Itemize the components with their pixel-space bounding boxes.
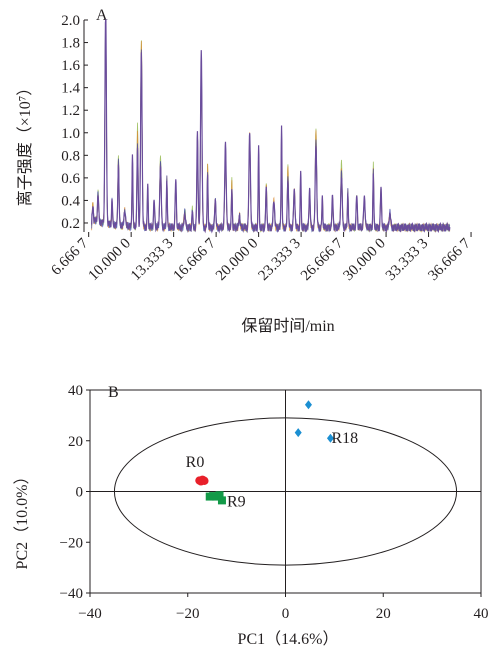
axis-tick-group: 40 20 0 −20 −40 −40 −20 0 20 40 [60, 383, 489, 622]
y-tick-label: 1.8 [61, 36, 80, 52]
y-tick-label: 0.8 [61, 148, 80, 164]
y-tick-label: 1.4 [61, 81, 80, 97]
group-label: R9 [227, 493, 246, 510]
chromatogram-trace-line [91, 19, 451, 233]
x-tick-label: 23.333 3 [255, 236, 303, 284]
x-axis-label: 保留时间/min [241, 317, 334, 335]
score-point-circle [198, 475, 208, 485]
pca-scatter-chart: B 40 20 0 −20 −40 −40 −20 0 20 40 R0 R9 R18 PC2（10.… [13, 383, 489, 648]
x-tick-label: 26.666 7 [298, 235, 347, 284]
chromatogram-trace-line [91, 19, 451, 234]
chromatogram-chart: A 0.2 0.4 0.6 0.8 1.0 1.2 1.4 1.6 1.8 2.0 6.666 7… [16, 7, 474, 335]
y-tick-label: 1.0 [61, 126, 80, 142]
y-tick-label: −40 [60, 586, 83, 602]
score-point-square [215, 491, 224, 500]
x-tick-label: 30.000 0 [340, 236, 388, 284]
y-tick-label: −20 [60, 535, 83, 551]
y-axis-label: 离子强度（×10⁷） [16, 80, 34, 207]
x-tick-label: −40 [78, 606, 101, 622]
y-tick-label: 0.6 [61, 171, 80, 187]
y-tick-label: 2.0 [61, 13, 80, 29]
x-axis-label: PC1（14.6%） [238, 630, 339, 648]
chromatogram-traces [91, 19, 451, 234]
panel-a-label: A [96, 7, 108, 24]
score-point-square [217, 496, 226, 505]
x-tick-label: 10.000 0 [86, 236, 134, 284]
y-tick-label: 1.6 [61, 58, 80, 74]
chromatogram-trace-line [91, 22, 451, 233]
y-tick-group: 0.2 0.4 0.6 0.8 1.0 1.2 1.4 1.6 1.8 2.0 [61, 13, 88, 232]
panel-b-label: B [108, 384, 119, 401]
y-tick-label: 20 [68, 434, 83, 450]
x-tick-label: 20.000 0 [213, 236, 261, 284]
y-tick-label: 0.4 [61, 193, 80, 209]
chromatogram-trace-line [91, 23, 451, 233]
x-tick-group: 6.666 710.000 013.333 316.666 720.000 02… [48, 232, 474, 284]
x-tick-label: 40 [474, 606, 489, 622]
x-tick-label: 33.333 3 [383, 236, 431, 284]
y-axis-label: PC2（10.0%） [13, 469, 31, 570]
x-tick-label: 16.666 7 [171, 235, 220, 284]
x-tick-label: 20 [376, 606, 391, 622]
group-label: R18 [331, 430, 358, 447]
score-point-diamond [304, 400, 312, 410]
group-labels: R0 R9 R18 [186, 430, 358, 510]
group-label: R0 [186, 454, 205, 471]
x-tick-label: 13.333 3 [128, 236, 176, 284]
y-tick-label: 0.2 [61, 216, 80, 232]
x-tick-label: 36.666 7 [425, 235, 474, 284]
x-tick-label: 0 [282, 606, 290, 622]
y-tick-label: 0 [76, 485, 84, 501]
score-point-diamond [294, 428, 302, 438]
x-tick-label: −20 [176, 606, 199, 622]
confidence-ellipse [113, 417, 458, 566]
score-point-diamond [326, 433, 334, 443]
y-tick-label: 40 [68, 383, 83, 399]
reference-lines [90, 390, 481, 593]
y-tick-label: 1.2 [61, 103, 80, 119]
score-points [195, 400, 334, 505]
